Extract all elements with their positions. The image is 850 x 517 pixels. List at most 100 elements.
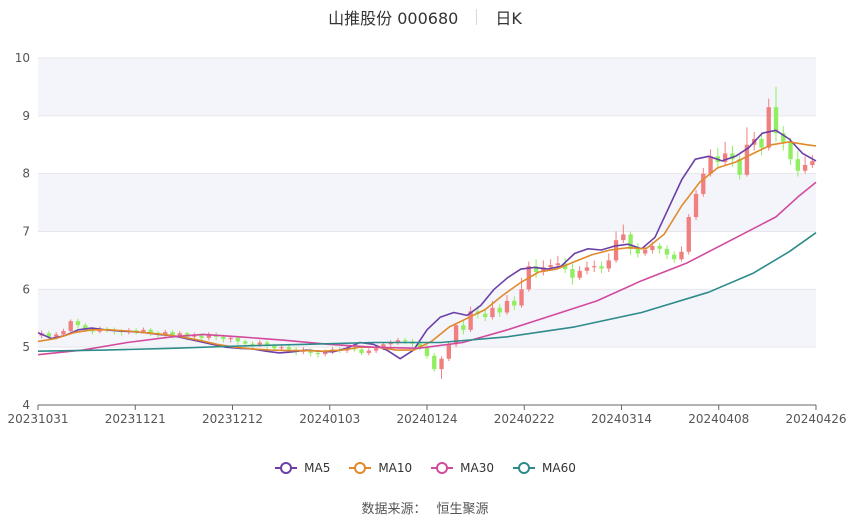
candle-body <box>693 193 699 218</box>
candle-body <box>403 340 408 342</box>
chart-title: 山推股份 000680 日K <box>0 6 850 28</box>
stock-name-code: 山推股份 000680 <box>328 9 459 28</box>
candle-body <box>228 337 233 340</box>
candle-body <box>432 355 437 370</box>
ma-line-ma60 <box>37 232 817 352</box>
candle-body <box>657 245 662 249</box>
x-tick-label: 20231121 <box>105 412 166 426</box>
candle-body <box>61 330 66 335</box>
candle-body <box>642 250 648 254</box>
candle-body <box>613 240 619 261</box>
candle-body <box>781 133 786 142</box>
x-tick-label: 20240103 <box>299 412 360 426</box>
candle-body <box>621 234 626 241</box>
x-tick-label: 20231031 <box>7 412 68 426</box>
candle-body <box>533 266 539 272</box>
y-tick-label: 4 <box>22 398 30 412</box>
candle-body <box>439 358 444 370</box>
candle-body <box>773 107 779 134</box>
candle-body <box>83 325 88 330</box>
candle-body <box>679 251 684 260</box>
legend-item-ma10[interactable]: MA10 <box>348 461 412 475</box>
candle-body <box>243 341 248 344</box>
x-tick-label: 20240426 <box>785 412 846 426</box>
x-tick-label: 20240408 <box>688 412 749 426</box>
ma-line-ma30 <box>37 181 817 356</box>
legend-marker-icon <box>275 462 298 474</box>
candle-body <box>468 311 473 330</box>
y-tick-label: 9 <box>22 109 30 123</box>
candle-body <box>584 267 590 271</box>
candle-body <box>373 348 379 351</box>
candle-body <box>810 160 815 165</box>
x-tick-label: 20240222 <box>494 412 555 426</box>
candle-body <box>672 254 677 260</box>
candle-body <box>730 153 735 160</box>
candle-body <box>482 313 488 318</box>
ma-line-ma10 <box>37 141 817 353</box>
candle-body <box>664 248 670 255</box>
y-tick-label: 8 <box>22 167 30 181</box>
candle-body <box>766 107 771 148</box>
candle-body <box>388 342 393 345</box>
candle-body <box>708 156 713 174</box>
legend-marker-icon <box>431 462 454 474</box>
x-tick-label: 20231212 <box>202 412 263 426</box>
legend-item-ma60[interactable]: MA60 <box>512 461 576 475</box>
candle-body <box>446 344 451 359</box>
candle-body <box>606 260 611 269</box>
candle-body <box>490 307 495 318</box>
grid-band <box>38 173 816 232</box>
candle-body <box>206 334 212 338</box>
y-tick-label: 10 <box>15 51 30 65</box>
candle-body <box>359 349 364 353</box>
candle-body <box>53 334 59 337</box>
candle-body <box>417 343 422 348</box>
legend-marker-icon <box>349 462 372 474</box>
candle-body <box>686 217 691 252</box>
candle-body <box>570 269 575 278</box>
legend-marker-icon <box>513 462 536 474</box>
grid-band <box>38 58 816 116</box>
candle-body <box>541 267 546 272</box>
candle-body <box>250 343 255 345</box>
candle-body <box>68 321 73 331</box>
candle-body <box>744 144 750 175</box>
chart-legend: MA5 MA10 MA30 MA60 <box>0 458 850 478</box>
y-tick-label: 6 <box>22 282 30 296</box>
candle-body <box>163 332 168 335</box>
candle-body <box>555 263 561 266</box>
legend-label: MA5 <box>304 461 331 475</box>
legend-label: MA30 <box>460 461 495 475</box>
candle-body <box>199 335 204 338</box>
candle-body <box>75 321 81 326</box>
candle-body <box>133 330 139 332</box>
candle-body <box>635 248 641 254</box>
candle-body <box>461 325 466 330</box>
source-value: 恒生聚源 <box>436 502 489 517</box>
legend-label: MA60 <box>542 461 576 475</box>
candle-body <box>141 329 146 332</box>
candle-body <box>737 159 742 175</box>
candle-body <box>795 159 801 171</box>
legend-item-ma5[interactable]: MA5 <box>274 461 330 475</box>
candle-body <box>279 347 284 349</box>
y-tick-label: 7 <box>22 225 30 239</box>
candle-body <box>46 333 52 337</box>
legend-item-ma30[interactable]: MA30 <box>430 461 494 475</box>
candle-body <box>424 347 430 356</box>
candle-body <box>235 337 241 342</box>
candle-body <box>592 266 597 268</box>
candle-body <box>381 344 386 349</box>
candle-body <box>366 350 372 353</box>
candle-body <box>148 329 153 333</box>
candle-body <box>759 138 764 148</box>
candle-body <box>221 336 226 340</box>
candle-body <box>177 333 182 336</box>
data-source: 数据来源： 恒生聚源 <box>0 498 850 517</box>
candle-body <box>272 346 277 349</box>
legend-label: MA10 <box>378 461 413 475</box>
candle-body <box>577 270 582 278</box>
candle-body <box>722 153 728 163</box>
